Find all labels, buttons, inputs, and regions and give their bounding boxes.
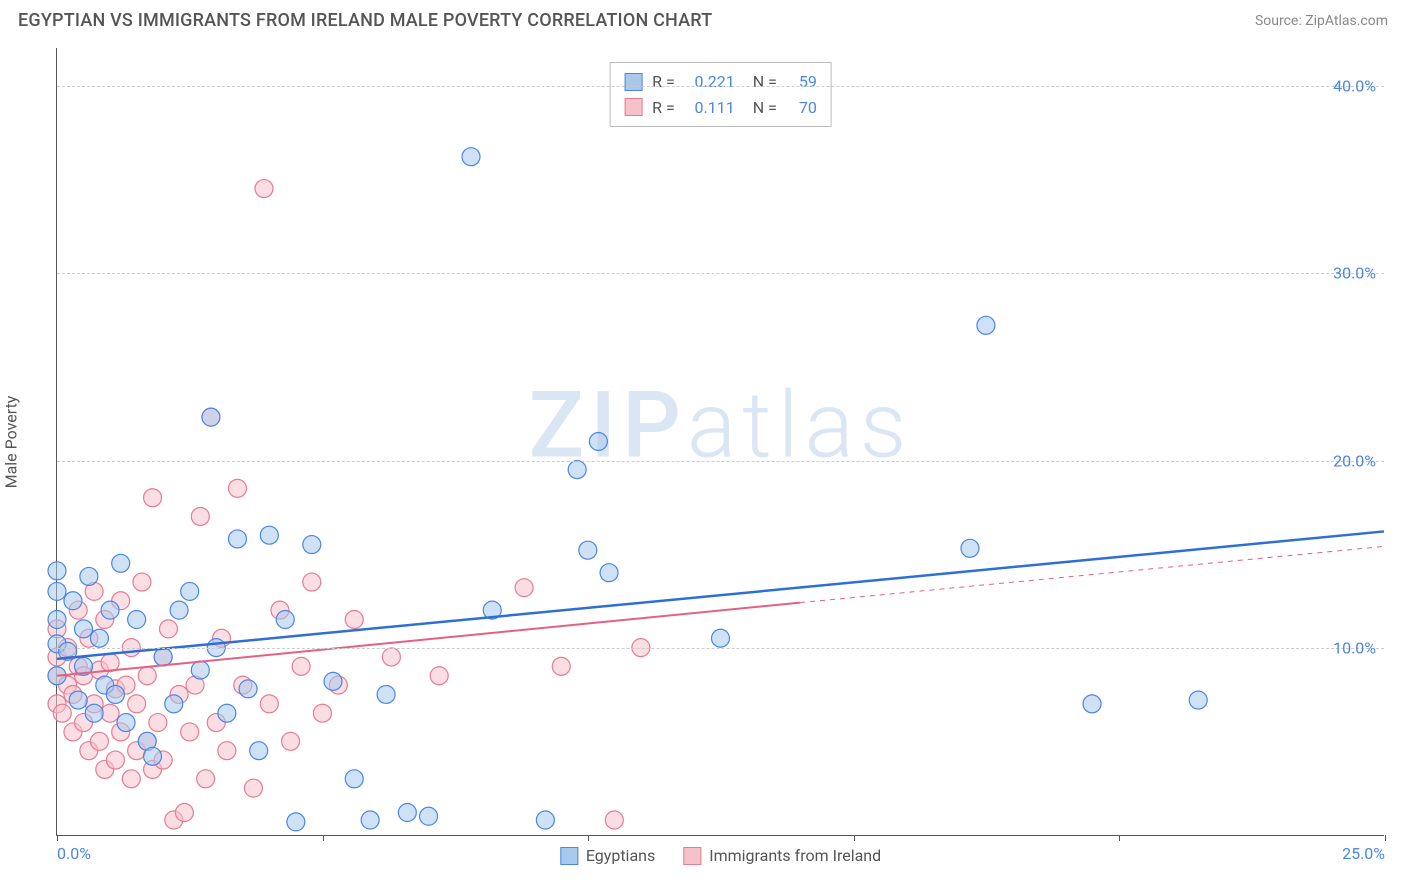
stat-legend: R = 0.221 N = 59 R = 0.111 N = 70 — [609, 62, 832, 127]
bottom-legend: Egyptians Immigrants from Ireland — [560, 846, 881, 865]
x-tick-mark — [57, 835, 58, 841]
gridline — [57, 273, 1384, 274]
swatch-ireland — [624, 98, 642, 116]
stat-row-ireland: R = 0.111 N = 70 — [624, 95, 817, 121]
y-tick-label: 10.0% — [1333, 639, 1376, 658]
n-value-egyptians: 59 — [787, 69, 817, 95]
swatch-egyptians — [624, 73, 642, 91]
n-label: N = — [753, 69, 777, 95]
source-label: Source: ZipAtlas.com — [1255, 13, 1388, 29]
y-tick-label: 20.0% — [1333, 451, 1376, 470]
r-label: R = — [652, 69, 675, 95]
chart-area: Male Poverty ZIPatlas R = 0.221 N = 59 R… — [56, 48, 1384, 836]
legend-label-egyptians: Egyptians — [586, 846, 655, 865]
scatter-plot — [57, 48, 1384, 835]
header: EGYPTIAN VS IMMIGRANTS FROM IRELAND MALE… — [0, 0, 1406, 35]
legend-label-ireland: Immigrants from Ireland — [709, 846, 881, 865]
x-tick-mark — [854, 835, 855, 841]
legend-swatch-ireland — [683, 847, 701, 865]
gridline — [57, 86, 1384, 87]
n-value-ireland: 70 — [787, 95, 817, 121]
x-tick-mark — [588, 835, 589, 841]
r-label: R = — [652, 95, 675, 121]
y-tick-label: 40.0% — [1333, 76, 1376, 95]
x-tick-mark — [323, 835, 324, 841]
legend-swatch-egyptians — [560, 847, 578, 865]
chart-title: EGYPTIAN VS IMMIGRANTS FROM IRELAND MALE… — [18, 10, 712, 31]
r-value-ireland: 0.111 — [685, 95, 735, 121]
n-label: N = — [753, 95, 777, 121]
gridline — [57, 461, 1384, 462]
gridline — [57, 648, 1384, 649]
legend-item-ireland: Immigrants from Ireland — [683, 846, 881, 865]
x-tick-label: 25.0% — [1342, 844, 1385, 863]
x-tick-label: 0.0% — [57, 844, 91, 863]
r-value-egyptians: 0.221 — [685, 69, 735, 95]
y-tick-label: 30.0% — [1333, 264, 1376, 283]
legend-item-egyptians: Egyptians — [560, 846, 655, 865]
stat-row-egyptians: R = 0.221 N = 59 — [624, 69, 817, 95]
x-tick-mark — [1385, 835, 1386, 841]
x-tick-mark — [1119, 835, 1120, 841]
y-axis-label: Male Poverty — [2, 395, 21, 488]
